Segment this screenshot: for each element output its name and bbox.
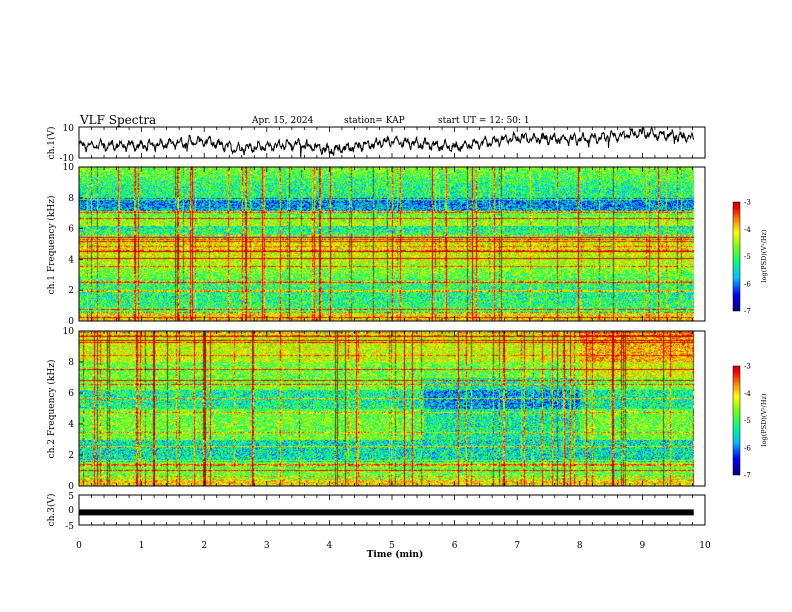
frequency-tick-label: 6	[68, 389, 74, 399]
colorbar-tick-label: -4	[744, 390, 751, 398]
ch1-colorbar-ticks: -3 -4 -5 -6 -7	[744, 199, 751, 316]
ch3-waveform-ylabel: ch.3(V)	[46, 494, 57, 527]
frequency-tick-label: 6	[68, 225, 74, 235]
colorbar-tick-label: -4	[744, 226, 751, 234]
frequency-tick-label: 10	[63, 163, 75, 173]
ch3-waveform-line	[79, 509, 694, 516]
ch2-spectrogram-heatmap	[79, 331, 705, 486]
ch2-spectrogram-yticks: 0 2 4 6 8 10	[63, 327, 83, 492]
figure-date: Apr. 15, 2024	[251, 116, 314, 126]
ch2-colorbar-gradient	[732, 365, 741, 476]
ch3-waveform-panel: 5 0 -5 ch.3(V)	[46, 492, 706, 532]
colorbar-tick-label: -7	[744, 472, 751, 480]
frequency-tick-label: 0	[68, 482, 74, 492]
figure-start-time: start UT = 12: 50: 1	[438, 116, 530, 126]
ch2-colorbar-ticks: -3 -4 -5 -6 -7	[744, 363, 751, 480]
frequency-tick-label: 8	[68, 194, 74, 204]
ch1-waveform-line	[78, 127, 695, 158]
time-tick-label: 7	[514, 541, 520, 551]
ch1-spectrogram-ylabel: ch.1 Frequency (kHz)	[46, 196, 57, 295]
ch3-ytick-middle: 0	[68, 506, 74, 516]
colorbar-tick-label: -6	[744, 444, 751, 452]
ch3-ytick-top: 5	[68, 492, 74, 502]
ch1-waveform-ticks	[78, 127, 706, 158]
ch2-colorbar: -3 -4 -5 -6 -7 log(PSD)(V²/Hz)	[732, 363, 768, 480]
frequency-tick-label: 0	[68, 317, 74, 327]
frequency-tick-label: 4	[68, 420, 74, 430]
figure-station: station= KAP	[344, 116, 405, 126]
time-tick-label: 5	[389, 541, 395, 551]
colorbar-tick-label: -5	[744, 253, 751, 261]
ch1-spectrogram-yticks: 0 2 4 6 8 10	[63, 163, 83, 327]
ch2-spectrogram-panel: 0 2 4 6 8 10 ch.2 Frequency (kHz)	[46, 327, 706, 492]
ch1-spectrogram-heatmap	[79, 167, 705, 321]
ch1-waveform-ylabel: ch.1(V)	[46, 127, 57, 160]
ch2-spectrogram-ticks	[78, 331, 706, 486]
ch1-spectrogram-ticks	[78, 167, 706, 321]
ch1-colorbar-label: log(PSD)(V²/Hz)	[760, 229, 768, 282]
ch2-colorbar-label: log(PSD)(V²/Hz)	[760, 393, 768, 446]
ch3-ytick-bottom: -5	[65, 522, 74, 532]
colorbar-tick-label: -6	[744, 280, 751, 288]
ch1-spectrogram-panel: 0 2 4 6 8 10 ch.1 Frequency (kHz)	[46, 163, 706, 327]
colorbar-tick-label: -3	[744, 199, 751, 207]
time-tick-label: 4	[327, 541, 333, 551]
ch1-waveform-panel: 10 -10 ch.1(V)	[46, 124, 706, 164]
frequency-tick-label: 8	[68, 358, 74, 368]
ch1-ytick-bottom: -10	[60, 154, 75, 164]
ch2-spectrogram-ylabel: ch.2 Frequency (kHz)	[46, 360, 57, 459]
time-axis-label: Time (min)	[367, 549, 424, 560]
time-tick-label: 8	[577, 541, 583, 551]
figure-title: VLF Spectra	[79, 113, 156, 127]
frequency-tick-label: 2	[68, 451, 74, 461]
frequency-tick-label: 10	[63, 327, 75, 337]
time-tick-label: 2	[201, 541, 207, 551]
frequency-tick-label: 2	[68, 286, 74, 296]
time-tick-label: 6	[452, 541, 458, 551]
ch1-colorbar: -3 -4 -5 -6 -7 log(PSD)(V²/Hz)	[732, 199, 768, 316]
ch1-colorbar-gradient	[732, 201, 741, 312]
colorbar-tick-label: -3	[744, 363, 751, 371]
time-axis-tick-labels: 0 1 2 3 4 5 6 7 8 9 10	[76, 541, 711, 551]
frequency-tick-label: 4	[68, 255, 74, 265]
time-tick-label: 0	[76, 541, 82, 551]
time-tick-label: 9	[640, 541, 646, 551]
colorbar-tick-label: -7	[744, 308, 751, 316]
colorbar-tick-label: -5	[744, 417, 751, 425]
time-tick-label: 10	[699, 541, 711, 551]
ch1-ytick-top: 10	[63, 124, 75, 134]
time-tick-label: 1	[139, 541, 145, 551]
time-tick-label: 3	[264, 541, 270, 551]
ch3-waveform-ticks	[78, 495, 706, 525]
